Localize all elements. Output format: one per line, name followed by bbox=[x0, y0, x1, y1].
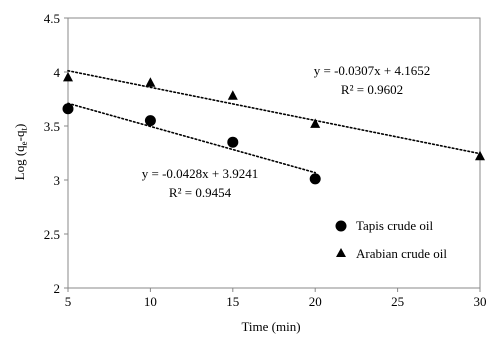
y-tick-label: 2 bbox=[54, 281, 61, 296]
x-tick-label: 15 bbox=[226, 294, 239, 309]
x-tick-label: 25 bbox=[391, 294, 404, 309]
x-axis-title: Time (min) bbox=[241, 319, 300, 334]
y-tick-label: 3 bbox=[54, 173, 61, 188]
tapis-r2-label: R² = 0.9454 bbox=[169, 185, 232, 200]
data-point-tapis bbox=[309, 173, 321, 185]
x-tick-label: 20 bbox=[309, 294, 322, 309]
y-tick-label: 4.5 bbox=[44, 11, 60, 26]
legend: Tapis crude oil Arabian crude oil bbox=[335, 218, 447, 261]
data-point-arabian bbox=[145, 77, 156, 87]
trendline-arabian bbox=[67, 69, 481, 155]
tapis-equation-label: y = -0.0428x + 3.9241 bbox=[142, 166, 259, 181]
arabian-r2-label: R² = 0.9602 bbox=[341, 82, 403, 97]
legend-label-tapis: Tapis crude oil bbox=[356, 218, 433, 233]
trendline-tapis bbox=[67, 102, 317, 174]
data-point-tapis bbox=[144, 115, 156, 127]
x-tick-label: 10 bbox=[144, 294, 157, 309]
y-axis-title: Log (qe-qt) bbox=[12, 124, 29, 181]
data-markers bbox=[62, 71, 485, 185]
x-tick-label: 30 bbox=[474, 294, 487, 309]
legend-marker-tapis bbox=[335, 220, 347, 232]
data-point-tapis bbox=[62, 103, 74, 115]
data-point-arabian bbox=[475, 150, 485, 161]
data-point-arabian bbox=[63, 71, 73, 82]
x-tick-label: 5 bbox=[65, 294, 72, 309]
trendlines bbox=[67, 69, 481, 174]
x-axis: 5 10 15 20 25 30 bbox=[65, 288, 487, 309]
arabian-equation-label: y = -0.0307x + 4.1652 bbox=[314, 63, 431, 78]
data-point-arabian bbox=[310, 118, 321, 128]
legend-marker-arabian bbox=[336, 248, 346, 257]
y-axis: 2 2.5 3 3.5 4 4.5 bbox=[44, 11, 68, 296]
y-tick-label: 3.5 bbox=[44, 119, 60, 134]
data-point-arabian bbox=[227, 90, 238, 100]
y-tick-label: 4 bbox=[54, 65, 61, 80]
data-point-tapis bbox=[227, 136, 239, 148]
y-tick-label: 2.5 bbox=[44, 227, 60, 242]
legend-label-arabian: Arabian crude oil bbox=[356, 246, 447, 261]
